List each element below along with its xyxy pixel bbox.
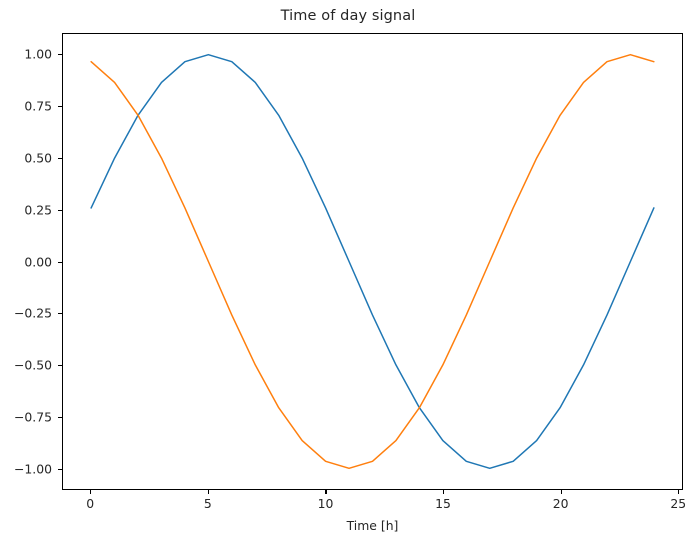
series-line-0 <box>91 55 654 469</box>
x-tick-mark <box>560 490 562 494</box>
x-tick-label: 25 <box>670 496 687 511</box>
y-tick-label: 0.50 <box>24 150 52 166</box>
x-axis-label: Time [h] <box>346 518 399 533</box>
x-tick-label: 5 <box>203 496 212 511</box>
series-line-1 <box>91 55 654 469</box>
x-tick-mark <box>443 490 445 494</box>
x-tick-mark <box>325 490 327 494</box>
x-tick-label: 10 <box>317 496 334 511</box>
y-tick-label: 0.25 <box>24 202 52 218</box>
y-tick-label: 1.00 <box>24 46 52 62</box>
x-tick-label: 0 <box>86 496 95 511</box>
y-tick-label: −0.25 <box>14 305 52 321</box>
x-tick-mark <box>678 490 680 494</box>
plot-canvas <box>63 34 682 489</box>
y-tick-label: −0.75 <box>14 409 52 425</box>
x-tick-mark <box>207 490 209 494</box>
chart-title: Time of day signal <box>280 8 416 24</box>
plot-axes <box>62 33 683 490</box>
y-tick-label: 0.75 <box>24 98 52 114</box>
x-tick-mark <box>90 490 92 494</box>
y-tick-label: 0.00 <box>24 254 52 269</box>
x-tick-label: 20 <box>552 496 569 511</box>
y-tick-label: −1.00 <box>14 461 52 477</box>
x-tick-label: 15 <box>435 496 451 511</box>
y-tick-label: −0.50 <box>14 357 52 373</box>
